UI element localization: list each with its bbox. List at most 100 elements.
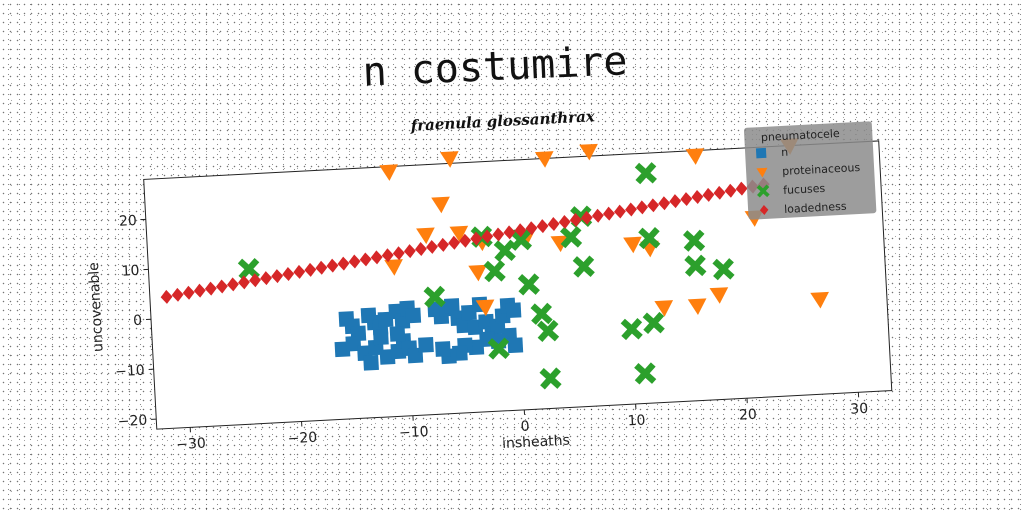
point-fucuses-1 (423, 285, 446, 308)
y-tick-label-2: 0 (133, 313, 143, 329)
point-fucuses-8 (536, 319, 560, 343)
point-fucuses-13 (620, 318, 643, 341)
y-axis-label: uncovenable (86, 262, 107, 352)
point-fucuses-4 (493, 239, 516, 262)
point-proteinaceous-4 (449, 225, 469, 243)
point-n-38 (507, 337, 524, 354)
point-proteinaceous-0 (379, 164, 398, 181)
point-loadedness-32 (514, 223, 527, 238)
point-proteinaceous-17 (654, 300, 674, 317)
point-loadedness-38 (580, 210, 593, 225)
point-loadedness-40 (602, 206, 615, 221)
point-n-45 (435, 341, 451, 357)
point-loadedness-29 (481, 229, 494, 244)
point-loadedness-41 (614, 204, 626, 219)
legend-label-proteinaceous: proteinaceous (782, 161, 861, 178)
point-proteinaceous-11 (475, 299, 495, 317)
point-n-47 (363, 354, 379, 371)
point-n-21 (373, 329, 389, 346)
point-loadedness-9 (260, 271, 273, 286)
point-loadedness-47 (680, 192, 693, 207)
point-n-22 (389, 325, 406, 342)
point-loadedness-14 (315, 260, 328, 275)
point-loadedness-17 (348, 254, 361, 269)
point-fucuses-18 (684, 254, 707, 277)
point-loadedness-16 (337, 256, 350, 271)
point-loadedness-52 (735, 181, 748, 196)
point-proteinaceous-8 (579, 143, 598, 161)
point-loadedness-36 (558, 214, 571, 229)
point-proteinaceous-13 (685, 148, 705, 165)
point-proteinaceous-21 (550, 235, 570, 253)
chart-subtitle: fraenula glossanthrax (409, 107, 596, 135)
point-loadedness-3 (193, 283, 206, 298)
point-loadedness-42 (625, 202, 637, 217)
legend: pneumatocele n proteinaceous fucuses loaded… (743, 121, 877, 220)
point-loadedness-15 (326, 258, 339, 273)
point-loadedness-19 (370, 250, 383, 265)
legend-title: pneumatocele (761, 127, 841, 144)
point-loadedness-22 (403, 244, 416, 259)
point-loadedness-25 (437, 237, 449, 252)
point-fucuses-14 (634, 362, 657, 385)
plot-group: −30 −20 −10 0 10 20 30 −20 −10 0 10 20 insheaths un… (86, 121, 893, 453)
point-loadedness-33 (525, 221, 538, 236)
point-loadedness-45 (658, 196, 671, 211)
point-proteinaceous-10 (468, 264, 487, 282)
x-tick-label-1: −20 (287, 430, 317, 448)
point-loadedness-28 (470, 231, 483, 246)
point-proteinaceous-20 (810, 291, 829, 309)
point-loadedness-39 (591, 208, 604, 223)
point-proteinaceous-3 (416, 227, 435, 245)
point-n-36 (505, 302, 522, 319)
point-loadedness-23 (414, 242, 427, 257)
legend-box (743, 121, 877, 220)
point-loadedness-46 (669, 194, 682, 209)
legend-marker-n (755, 147, 767, 159)
point-proteinaceous-16 (709, 287, 729, 304)
point-loadedness-30 (492, 227, 505, 242)
y-tick-label-3: 10 (121, 263, 140, 280)
x-axis-label: insheaths (502, 433, 571, 453)
point-loadedness-10 (271, 269, 284, 284)
point-loadedness-12 (293, 264, 306, 279)
point-fucuses-20 (712, 258, 735, 281)
point-loadedness-51 (724, 183, 737, 198)
point-fucuses-21 (487, 337, 510, 360)
point-proteinaceous-15 (687, 298, 707, 315)
point-loadedness-8 (249, 273, 262, 288)
legend-marker-proteinaceous (756, 167, 768, 178)
y-tick-label-0: −20 (117, 413, 147, 431)
point-fucuses-6 (517, 273, 540, 296)
point-loadedness-20 (381, 248, 394, 263)
point-loadedness-27 (459, 233, 472, 248)
point-fucuses-17 (634, 162, 657, 185)
y-tick-label-1: −10 (115, 363, 145, 381)
point-loadedness-26 (448, 235, 461, 250)
point-proteinaceous-1 (439, 151, 459, 168)
legend-marker-loadedness (759, 205, 769, 216)
legend-label-fucuses: fucuses (783, 182, 826, 197)
point-proteinaceous-7 (534, 151, 554, 168)
point-loadedness-18 (359, 252, 372, 267)
point-loadedness-5 (215, 279, 228, 294)
point-loadedness-1 (171, 287, 184, 302)
x-tick-label-2: −10 (399, 424, 429, 442)
x-tick-label-3: 0 (520, 419, 530, 435)
y-tick-label-4: 20 (119, 213, 138, 230)
point-fucuses-16 (638, 226, 661, 250)
point-loadedness-43 (636, 200, 649, 215)
point-loadedness-13 (304, 262, 317, 277)
legend-label-n: n (781, 146, 789, 159)
point-fucuses-9 (539, 367, 562, 390)
point-fucuses-10 (559, 226, 583, 249)
legend-label-loadedness: loadedness (784, 200, 847, 216)
point-loadedness-7 (238, 275, 250, 290)
point-loadedness-21 (392, 246, 405, 261)
point-fucuses-19 (683, 229, 706, 252)
point-fucuses-11 (572, 255, 595, 278)
point-loadedness-50 (713, 185, 726, 200)
point-loadedness-44 (647, 198, 660, 213)
point-proteinaceous-2 (431, 196, 450, 214)
